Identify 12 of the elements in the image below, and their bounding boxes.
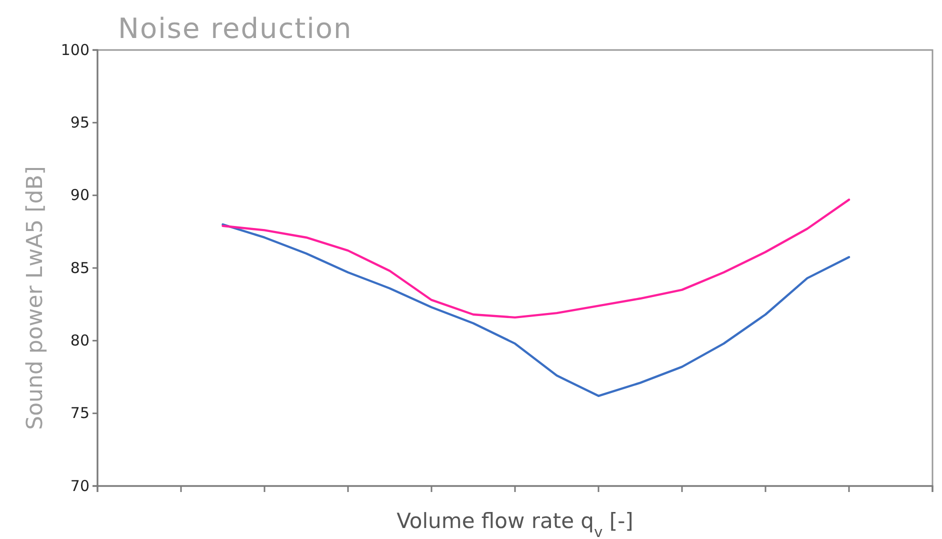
y-tick-label: 95 [70,113,90,132]
chart-title: Noise reduction [118,12,352,45]
y-tick-label: 75 [70,404,90,422]
x-axis-title: Volume flow rate q$_{v}$ [-] [396,509,634,539]
y-tick-label: 100 [60,40,90,59]
line-series [222,198,850,319]
y-tick-label: 85 [70,258,90,277]
y-tick-label: 80 [70,331,90,350]
y-tick-label: 90 [70,186,90,204]
line-series [222,223,850,397]
y-axis-title: Sound power LwA5 [dB] [23,166,48,430]
y-tick-label: 70 [70,476,90,495]
